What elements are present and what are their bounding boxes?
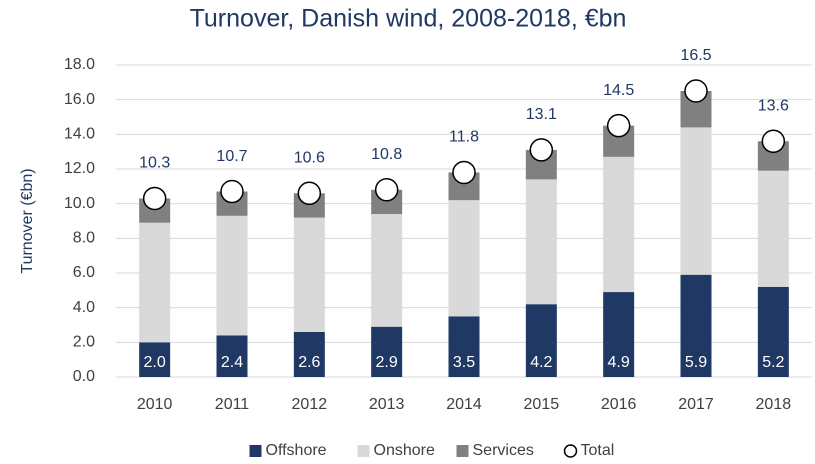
total-label: 14.5 xyxy=(603,82,634,99)
value-label: 2.0 xyxy=(144,354,166,371)
chart-title: Turnover, Danish wind, 2008-2018, €bn xyxy=(190,5,627,33)
total-label: 10.3 xyxy=(139,155,170,172)
y-tick-label: 0.0 xyxy=(73,368,95,385)
bar-segment xyxy=(525,179,557,305)
x-tick-label: 2018 xyxy=(756,396,792,413)
bar-segment xyxy=(680,127,712,275)
bar-segment xyxy=(680,274,712,377)
bar-segment xyxy=(603,156,635,293)
value-label: 5.2 xyxy=(762,354,784,371)
legend-label: Onshore xyxy=(374,442,435,459)
x-tick-label: 2017 xyxy=(678,396,714,413)
legend-label: Offshore xyxy=(266,442,327,459)
total-label: 13.1 xyxy=(526,106,557,123)
y-tick-label: 10.0 xyxy=(64,195,95,212)
total-label: 13.6 xyxy=(758,97,789,114)
legend-swatch xyxy=(456,445,469,457)
bar-segment xyxy=(371,214,403,327)
total-marker xyxy=(761,129,786,154)
total-marker xyxy=(142,186,167,211)
legend-swatch xyxy=(249,445,262,457)
y-tick-label: 18.0 xyxy=(64,56,95,73)
x-tick-label: 2016 xyxy=(601,396,637,413)
bar-segment xyxy=(139,342,171,377)
value-label: 2.6 xyxy=(298,354,320,371)
legend-swatch xyxy=(357,445,370,457)
bar-segment xyxy=(371,326,403,377)
y-axis-label: Turnover (€bn) xyxy=(19,168,36,273)
y-tick-label: 16.0 xyxy=(64,91,95,108)
bar-segment xyxy=(757,286,789,377)
x-tick-label: 2010 xyxy=(137,396,173,413)
bar-segment xyxy=(448,200,480,317)
y-tick-label: 8.0 xyxy=(73,230,95,247)
total-marker xyxy=(684,79,708,103)
value-label: 2.4 xyxy=(221,354,243,371)
x-tick-label: 2012 xyxy=(292,396,328,413)
bar-segment xyxy=(293,331,325,377)
y-tick-label: 2.0 xyxy=(73,334,95,351)
value-label: 3.5 xyxy=(453,354,475,371)
total-marker xyxy=(220,179,244,204)
x-tick-label: 2013 xyxy=(369,396,405,413)
legend-swatch xyxy=(563,444,578,458)
total-marker xyxy=(297,181,322,206)
bar-segment xyxy=(216,215,248,336)
y-tick-label: 12.0 xyxy=(64,160,95,177)
x-tick-label: 2011 xyxy=(215,396,250,413)
bar-segment xyxy=(603,292,635,377)
y-tick-label: 6.0 xyxy=(73,264,95,281)
total-label: 10.7 xyxy=(216,148,247,165)
value-label: 4.9 xyxy=(608,354,630,371)
total-marker xyxy=(452,160,476,185)
value-label: 5.9 xyxy=(685,354,707,371)
y-tick-label: 14.0 xyxy=(64,126,95,143)
total-marker xyxy=(606,113,631,138)
total-label: 10.6 xyxy=(294,149,325,166)
bar-segment xyxy=(757,170,789,287)
x-tick-label: 2014 xyxy=(446,396,482,413)
y-tick-label: 4.0 xyxy=(73,299,95,316)
value-label: 2.9 xyxy=(376,354,398,371)
bar-segment xyxy=(293,217,325,332)
bar-segment xyxy=(525,304,557,377)
total-label: 16.5 xyxy=(680,47,711,64)
total-marker xyxy=(374,178,399,202)
total-label: 10.8 xyxy=(371,146,402,163)
value-label: 4.2 xyxy=(530,354,552,371)
total-marker xyxy=(529,138,554,162)
legend-label: Total xyxy=(581,442,615,459)
total-label: 11.8 xyxy=(449,129,479,146)
bar-segment xyxy=(448,316,480,377)
bar-segment xyxy=(139,222,171,343)
x-tick-label: 2015 xyxy=(524,396,560,413)
legend-label: Services xyxy=(473,442,534,459)
bar-segment xyxy=(216,335,248,377)
